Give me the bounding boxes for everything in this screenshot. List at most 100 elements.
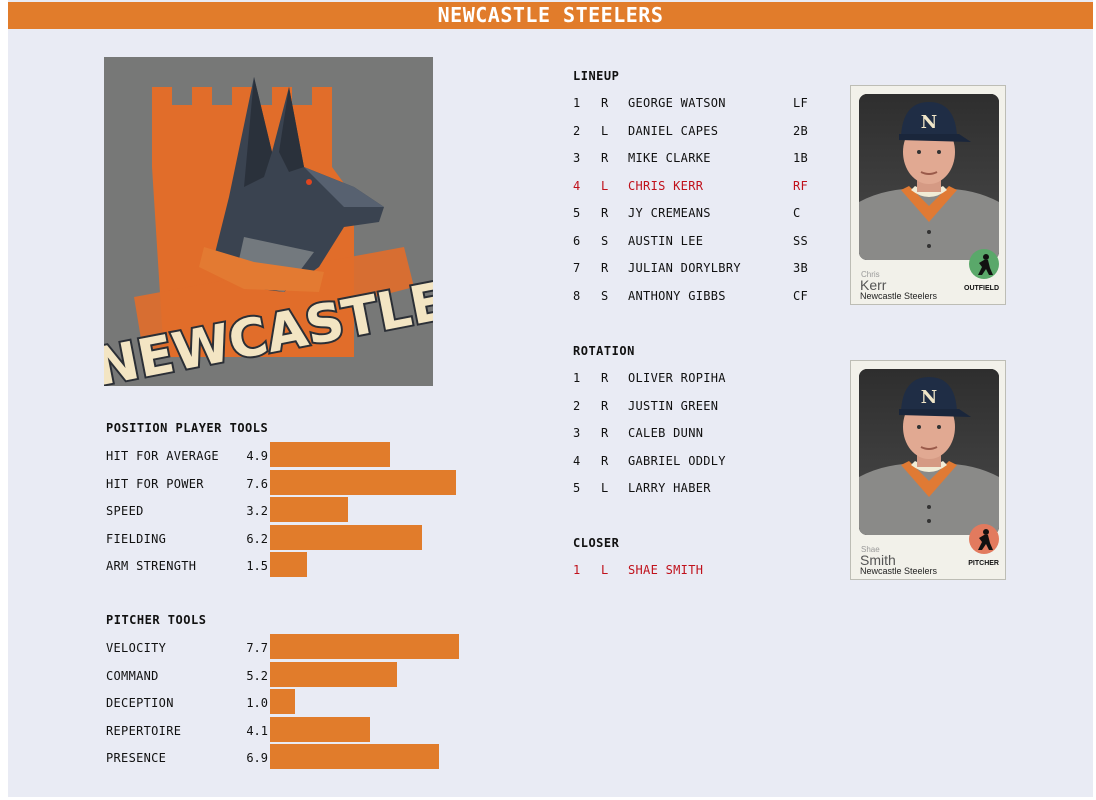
tool-value: 7.7 bbox=[246, 641, 268, 655]
row-number: 2 bbox=[573, 123, 581, 138]
row-player-name: ANTHONY GIBBS bbox=[628, 288, 726, 303]
row-player-name: GEORGE WATSON bbox=[628, 96, 726, 110]
tool-row: HIT FOR AVERAGE 4.9 bbox=[0, 442, 500, 468]
card-last-name: Smith bbox=[860, 552, 896, 568]
row-handedness: S bbox=[601, 233, 609, 248]
row-handedness: R bbox=[601, 206, 609, 220]
row-handedness: R bbox=[601, 96, 609, 110]
tool-row: HIT FOR POWER 7.6 bbox=[0, 469, 500, 496]
player-card[interactable]: N Chris Kerr Newcastle Steelers OUTFIELD bbox=[850, 85, 1006, 305]
closer-title: CLOSER bbox=[573, 536, 620, 550]
player-card[interactable]: N Shae Smith Newcastle Steelers PITCHER bbox=[850, 360, 1006, 580]
row-position: 1B bbox=[793, 151, 809, 165]
row-handedness: R bbox=[601, 151, 609, 165]
pitcher-tools-title: PITCHER TOOLS bbox=[106, 613, 207, 627]
tool-bar bbox=[270, 552, 307, 577]
tool-bar bbox=[270, 497, 348, 522]
svg-text:N: N bbox=[921, 387, 937, 408]
row-handedness: R bbox=[601, 371, 609, 385]
tool-label: PRESENCE bbox=[106, 751, 167, 765]
lineup-row[interactable]: 5 R JY CREMEANS C bbox=[573, 206, 833, 222]
row-player-name: LARRY HABER bbox=[628, 481, 711, 495]
card-first-name: Chris bbox=[861, 270, 880, 279]
tool-bar bbox=[270, 689, 295, 714]
tool-bar bbox=[270, 716, 370, 742]
tool-bar bbox=[270, 469, 456, 495]
lineup-row[interactable]: 6 S AUSTIN LEE SS bbox=[573, 234, 833, 250]
tool-bar bbox=[270, 442, 390, 467]
tool-bar bbox=[270, 661, 397, 687]
row-number: 1 bbox=[573, 96, 581, 110]
lineup-row[interactable]: 2 L DANIEL CAPES 2B bbox=[573, 124, 833, 140]
rotation-row[interactable]: 4 R GABRIEL ODDLY bbox=[573, 454, 833, 470]
row-player-name: DANIEL CAPES bbox=[628, 123, 719, 138]
row-player-name: JY CREMEANS bbox=[628, 206, 711, 220]
row-player-name: JUSTIN GREEN bbox=[628, 398, 719, 413]
tool-value: 1.0 bbox=[246, 696, 268, 710]
tool-label: FIELDING bbox=[106, 531, 167, 546]
lineup-row[interactable]: 8 S ANTHONY GIBBS CF bbox=[573, 289, 833, 305]
row-player-name: GABRIEL ODDLY bbox=[628, 453, 726, 468]
row-position: LF bbox=[793, 96, 809, 110]
row-number: 6 bbox=[573, 233, 581, 248]
row-number: 1 bbox=[573, 563, 581, 577]
tool-value: 6.9 bbox=[246, 751, 268, 765]
row-handedness: L bbox=[601, 178, 609, 193]
row-handedness: R bbox=[601, 398, 609, 413]
rotation-row[interactable]: 1 R OLIVER ROPIHA bbox=[573, 371, 833, 387]
row-player-name: OLIVER ROPIHA bbox=[628, 371, 726, 385]
tool-value: 5.2 bbox=[246, 668, 268, 683]
tool-label: HIT FOR AVERAGE bbox=[106, 449, 219, 463]
row-player-name: CALEB DUNN bbox=[628, 426, 704, 440]
tool-label: ARM STRENGTH bbox=[106, 559, 197, 573]
tool-label: VELOCITY bbox=[106, 641, 167, 655]
lineup-row[interactable]: 7 R JULIAN DORYLBRY 3B bbox=[573, 261, 833, 277]
tool-row: FIELDING 6.2 bbox=[0, 524, 500, 551]
row-number: 2 bbox=[573, 398, 581, 413]
tool-row: PRESENCE 6.9 bbox=[0, 744, 500, 770]
tool-bar bbox=[270, 524, 422, 550]
lineup-row[interactable]: 4 L CHRIS KERR RF bbox=[573, 179, 833, 195]
tool-value: 7.6 bbox=[246, 476, 268, 491]
tool-value: 6.2 bbox=[246, 531, 268, 546]
player-photo: N bbox=[859, 94, 999, 260]
row-handedness: L bbox=[601, 123, 609, 138]
row-position: RF bbox=[793, 178, 809, 193]
tool-value: 1.5 bbox=[246, 559, 268, 573]
card-position-label: OUTFIELD bbox=[964, 285, 999, 292]
row-handedness: L bbox=[601, 481, 609, 495]
row-number: 3 bbox=[573, 426, 581, 440]
tool-row: COMMAND 5.2 bbox=[0, 661, 500, 688]
card-team-name: Newcastle Steelers bbox=[860, 291, 938, 301]
tool-bar bbox=[270, 744, 439, 769]
tool-row: DECEPTION 1.0 bbox=[0, 689, 500, 715]
lineup-row[interactable]: 3 R MIKE CLARKE 1B bbox=[573, 151, 833, 167]
position-badge-icon bbox=[969, 524, 999, 554]
row-handedness: R bbox=[601, 426, 609, 440]
row-player-name: SHAE SMITH bbox=[628, 563, 704, 577]
row-handedness: L bbox=[601, 563, 609, 577]
row-number: 3 bbox=[573, 151, 581, 165]
rotation-row[interactable]: 5 L LARRY HABER bbox=[573, 481, 833, 497]
row-handedness: S bbox=[601, 288, 609, 303]
position-tools-title: POSITION PLAYER TOOLS bbox=[106, 421, 269, 435]
row-position: 3B bbox=[793, 261, 809, 275]
rotation-row[interactable]: 2 R JUSTIN GREEN bbox=[573, 399, 833, 415]
row-number: 1 bbox=[573, 371, 581, 385]
rotation-title: ROTATION bbox=[573, 344, 635, 358]
row-position: SS bbox=[793, 233, 809, 248]
closer-row[interactable]: 1 L SHAE SMITH bbox=[573, 563, 833, 579]
page-title: NEWCASTLE STEELERS bbox=[8, 2, 1093, 29]
tool-row: SPEED 3.2 bbox=[0, 497, 500, 523]
tool-label: SPEED bbox=[106, 504, 144, 518]
tool-label: REPERTOIRE bbox=[106, 723, 182, 738]
row-player-name: AUSTIN LEE bbox=[628, 233, 704, 248]
row-number: 4 bbox=[573, 453, 581, 468]
rotation-row[interactable]: 3 R CALEB DUNN bbox=[573, 426, 833, 442]
lineup-row[interactable]: 1 R GEORGE WATSON LF bbox=[573, 96, 833, 112]
tool-bar bbox=[270, 634, 459, 659]
row-number: 5 bbox=[573, 206, 581, 220]
row-handedness: R bbox=[601, 261, 609, 275]
row-position: CF bbox=[793, 288, 809, 303]
svg-text:N: N bbox=[921, 112, 937, 133]
